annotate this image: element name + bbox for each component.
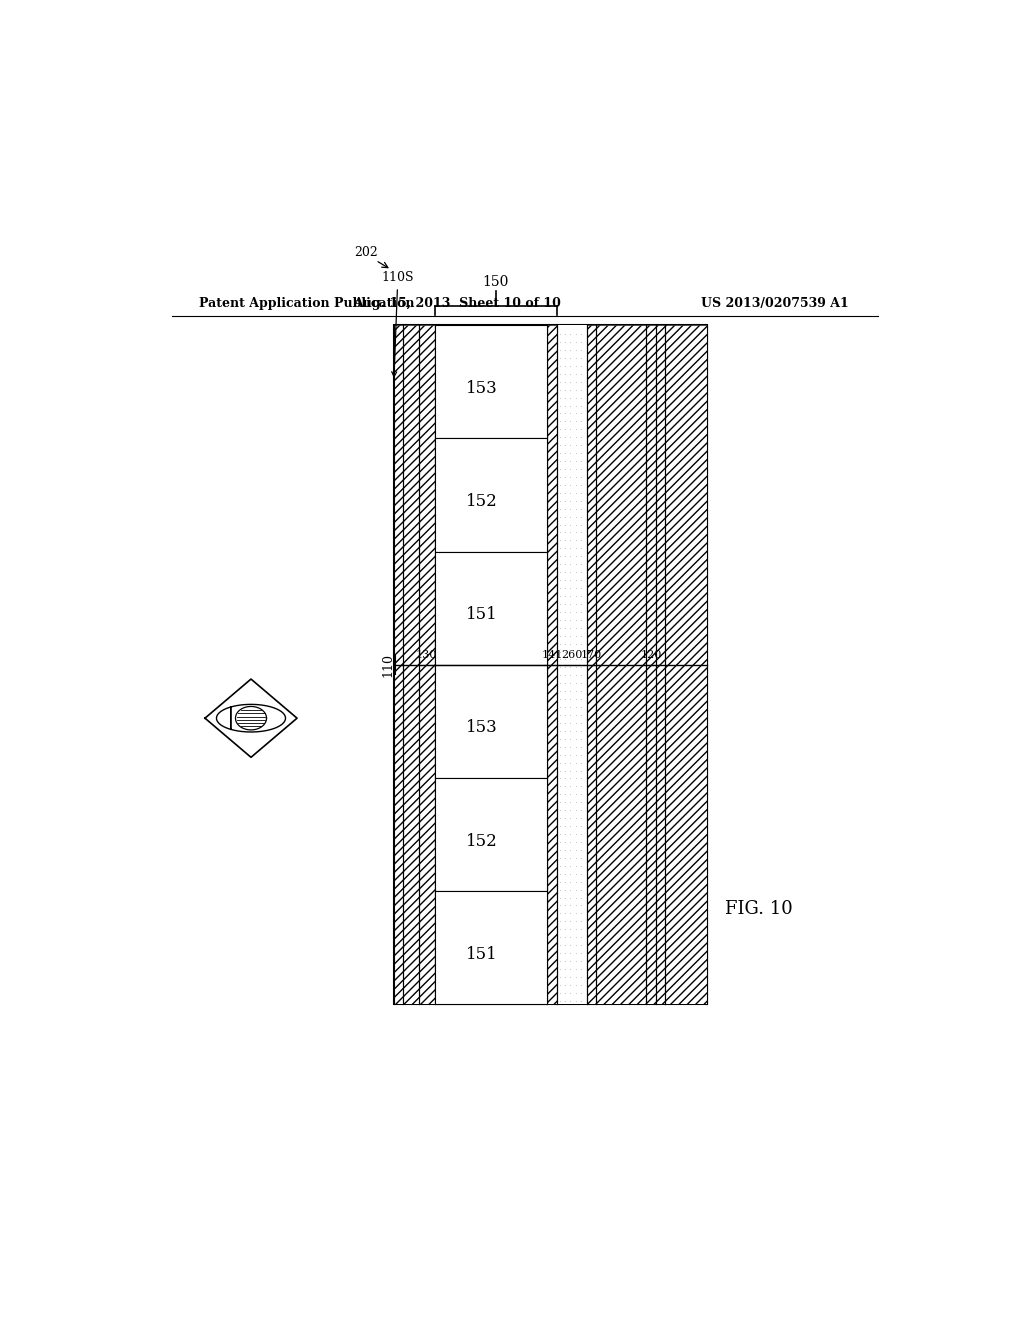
- Bar: [394, 325, 403, 1005]
- Bar: [394, 325, 403, 1005]
- Bar: [548, 325, 557, 1005]
- Text: Aug. 15, 2013  Sheet 10 of 10: Aug. 15, 2013 Sheet 10 of 10: [353, 297, 561, 310]
- Bar: [403, 325, 419, 1005]
- Bar: [434, 891, 548, 1005]
- Text: 151: 151: [466, 945, 498, 962]
- Bar: [403, 325, 419, 1005]
- Text: 110: 110: [381, 652, 394, 677]
- Bar: [419, 325, 434, 1005]
- Bar: [655, 325, 665, 1005]
- Text: 120: 120: [640, 649, 662, 660]
- Bar: [587, 325, 596, 1005]
- Bar: [434, 777, 548, 891]
- Text: 152: 152: [466, 494, 498, 511]
- Bar: [655, 325, 665, 1005]
- Bar: [646, 325, 655, 1005]
- Bar: [419, 325, 434, 1005]
- Text: 202: 202: [354, 246, 378, 259]
- Text: FIG. 10: FIG. 10: [725, 900, 793, 917]
- Bar: [557, 325, 587, 1005]
- Bar: [596, 325, 646, 1005]
- Bar: [665, 325, 708, 1005]
- Polygon shape: [216, 705, 286, 733]
- Bar: [665, 325, 708, 1005]
- Bar: [434, 438, 548, 552]
- Bar: [548, 325, 557, 1005]
- Bar: [434, 325, 548, 1005]
- Bar: [434, 664, 548, 777]
- Text: US 2013/0207539 A1: US 2013/0207539 A1: [700, 297, 849, 310]
- Text: Patent Application Publication: Patent Application Publication: [200, 297, 415, 310]
- Polygon shape: [205, 678, 297, 758]
- Text: 130: 130: [416, 649, 437, 660]
- Bar: [587, 325, 596, 1005]
- Text: 153: 153: [466, 380, 498, 397]
- Bar: [434, 325, 548, 438]
- Text: 260: 260: [561, 649, 583, 660]
- Bar: [434, 552, 548, 664]
- Text: 110S: 110S: [382, 271, 414, 376]
- Text: 153: 153: [466, 719, 498, 737]
- Bar: [394, 325, 708, 1005]
- Text: 141: 141: [542, 649, 563, 660]
- Polygon shape: [236, 706, 266, 730]
- Text: 152: 152: [466, 833, 498, 850]
- Bar: [596, 325, 646, 1005]
- Text: 170: 170: [581, 649, 602, 660]
- Bar: [646, 325, 655, 1005]
- Text: 151: 151: [466, 606, 498, 623]
- Text: 150: 150: [482, 275, 509, 289]
